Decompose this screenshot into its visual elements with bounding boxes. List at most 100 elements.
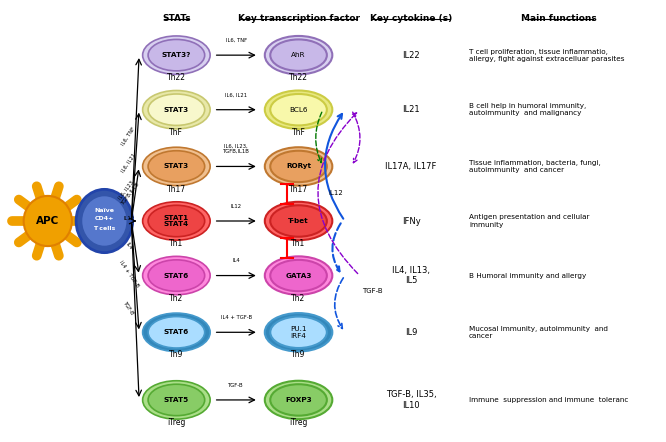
Text: Key transcription factor: Key transcription factor — [238, 14, 360, 23]
Text: Th9: Th9 — [292, 351, 306, 359]
Text: T cell proliferation, tissue inflammatio,
allergy, fight against extracelluar pa: T cell proliferation, tissue inflammatio… — [469, 49, 625, 61]
Ellipse shape — [148, 205, 204, 237]
Text: T-bet: T-bet — [288, 218, 309, 224]
Text: IL6, TNF: IL6, TNF — [121, 126, 137, 146]
Text: Key cytokine (s): Key cytokine (s) — [370, 14, 452, 23]
Text: TGF-B: TGF-B — [362, 288, 383, 294]
Text: FOXP3: FOXP3 — [285, 397, 312, 403]
Ellipse shape — [148, 316, 204, 348]
Text: RORyt: RORyt — [286, 164, 311, 169]
Text: TGF-B: TGF-B — [123, 301, 135, 316]
FancyArrowPatch shape — [335, 278, 343, 328]
Text: Mucosal Immunity, autoimmunity  and
cancer: Mucosal Immunity, autoimmunity and cance… — [469, 326, 608, 339]
Ellipse shape — [265, 202, 332, 240]
Text: Th22: Th22 — [167, 73, 186, 82]
Text: IL4, IL13,
IL5: IL4, IL13, IL5 — [392, 266, 430, 285]
Text: IFNy: IFNy — [402, 217, 420, 225]
Ellipse shape — [270, 39, 327, 71]
Text: T cells: T cells — [93, 226, 115, 231]
Text: IL4 + TGF-B: IL4 + TGF-B — [220, 315, 252, 320]
Text: Immune  suppression and immune  toleranc: Immune suppression and immune toleranc — [469, 397, 628, 403]
Ellipse shape — [265, 91, 332, 129]
FancyArrowPatch shape — [325, 114, 343, 219]
Ellipse shape — [148, 94, 204, 126]
Ellipse shape — [143, 147, 210, 186]
FancyArrowPatch shape — [37, 224, 47, 256]
Text: B Humoral immunity and allergy: B Humoral immunity and allergy — [469, 273, 586, 278]
FancyArrowPatch shape — [49, 186, 59, 218]
Ellipse shape — [265, 256, 332, 295]
Text: IL9: IL9 — [405, 328, 418, 337]
Text: IL12: IL12 — [123, 216, 135, 221]
FancyArrowPatch shape — [50, 223, 77, 243]
Text: Main functions: Main functions — [521, 14, 597, 23]
Text: IL4: IL4 — [125, 241, 133, 251]
Ellipse shape — [76, 189, 133, 253]
Text: IL6, IL21: IL6, IL21 — [225, 92, 247, 98]
Text: STAT3: STAT3 — [164, 107, 189, 113]
Ellipse shape — [81, 195, 127, 247]
Ellipse shape — [265, 313, 332, 351]
Text: STAT3: STAT3 — [164, 164, 189, 169]
FancyArrowPatch shape — [353, 112, 360, 163]
Ellipse shape — [265, 381, 332, 419]
Ellipse shape — [143, 202, 210, 240]
FancyArrowPatch shape — [316, 112, 322, 163]
Ellipse shape — [143, 381, 210, 419]
Text: STAT1
STAT4: STAT1 STAT4 — [164, 214, 189, 228]
Text: Th9: Th9 — [169, 351, 184, 359]
Ellipse shape — [270, 384, 327, 415]
Text: Antigen presentation and cellular
immunity: Antigen presentation and cellular immuni… — [469, 214, 589, 228]
Text: BCL6: BCL6 — [289, 107, 308, 113]
Text: TGF-B: TGF-B — [228, 383, 244, 388]
Text: IL6, IL23,
TGFB,IL1B: IL6, IL23, TGFB,IL1B — [117, 178, 141, 206]
Text: Th17: Th17 — [289, 185, 308, 194]
Ellipse shape — [270, 205, 327, 237]
Text: Th1: Th1 — [292, 239, 306, 248]
Text: IL4: IL4 — [232, 258, 240, 263]
FancyArrowPatch shape — [49, 224, 59, 256]
Text: PU.1
IRF4: PU.1 IRF4 — [290, 326, 307, 339]
Text: Th2: Th2 — [169, 294, 184, 303]
Text: STAT6: STAT6 — [164, 329, 189, 335]
Text: IL4 + TGF-B: IL4 + TGF-B — [118, 260, 140, 289]
Text: Th17: Th17 — [166, 185, 186, 194]
Ellipse shape — [270, 316, 327, 348]
Text: GATA3: GATA3 — [285, 273, 312, 278]
Text: IL6, IL23,
TGFB,IL1B: IL6, IL23, TGFB,IL1B — [222, 143, 250, 154]
FancyArrowPatch shape — [19, 199, 45, 219]
FancyArrowPatch shape — [50, 199, 77, 219]
Text: STATs: STATs — [162, 14, 190, 23]
Text: STAT5: STAT5 — [164, 397, 189, 403]
Text: Naïve: Naïve — [95, 208, 115, 213]
Ellipse shape — [148, 384, 204, 415]
FancyArrowPatch shape — [318, 113, 358, 274]
Text: STAT6: STAT6 — [164, 273, 189, 278]
FancyArrowPatch shape — [37, 186, 47, 218]
Text: APC: APC — [36, 216, 59, 226]
Ellipse shape — [143, 256, 210, 295]
Text: TGF-B, IL35,
IL10: TGF-B, IL35, IL10 — [386, 390, 436, 410]
Ellipse shape — [270, 260, 327, 291]
FancyArrowPatch shape — [19, 223, 45, 243]
Text: CD4+: CD4+ — [95, 216, 114, 221]
Ellipse shape — [270, 94, 327, 126]
Text: STAT3?: STAT3? — [162, 52, 191, 58]
Text: Th22: Th22 — [289, 73, 308, 82]
Text: iTreg: iTreg — [167, 418, 186, 427]
Text: Th1: Th1 — [169, 239, 184, 248]
Text: IL22: IL22 — [402, 51, 420, 60]
Text: AhR: AhR — [291, 52, 306, 58]
Text: IL6, TNF: IL6, TNF — [226, 38, 247, 43]
Ellipse shape — [148, 151, 204, 182]
Text: ThF: ThF — [169, 128, 183, 137]
Ellipse shape — [143, 91, 210, 129]
Ellipse shape — [265, 36, 332, 74]
Text: B cell help in humoral immunity,
autoimmunity  and malignancy: B cell help in humoral immunity, autoimm… — [469, 103, 586, 116]
Text: IL6, IL21: IL6, IL21 — [121, 152, 137, 174]
Ellipse shape — [265, 147, 332, 186]
Ellipse shape — [148, 39, 204, 71]
Text: IL17A, IL17F: IL17A, IL17F — [386, 162, 437, 171]
Ellipse shape — [143, 36, 210, 74]
Text: iTreg: iTreg — [289, 418, 308, 427]
